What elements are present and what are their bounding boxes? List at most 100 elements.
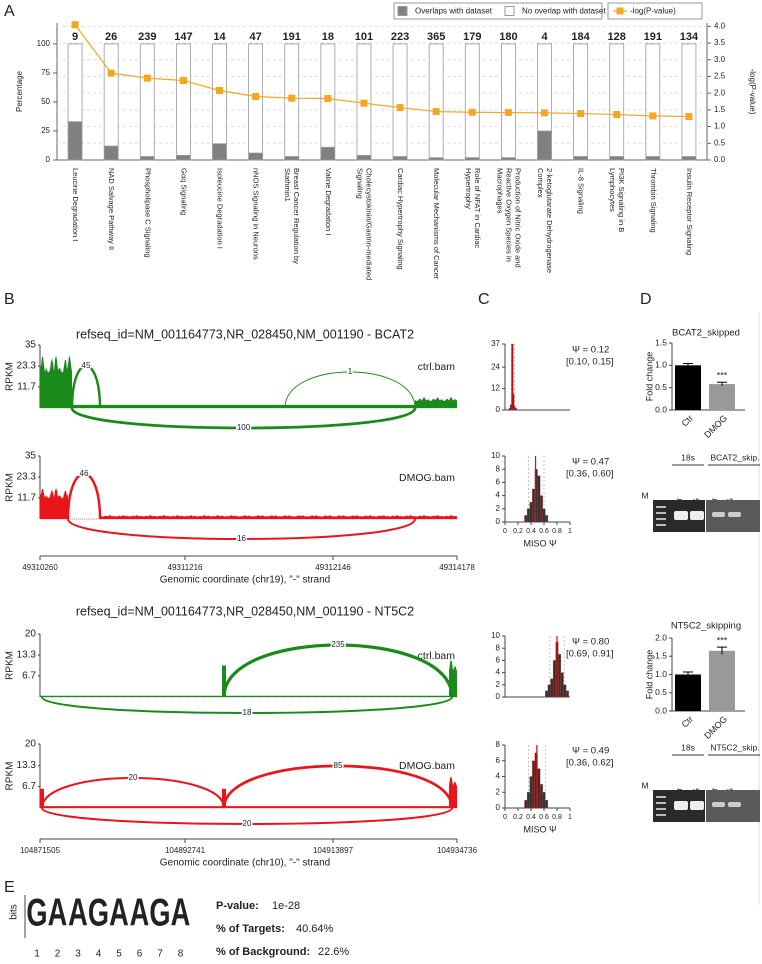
x-tick-label: 0.2 (513, 814, 523, 821)
x-tick-label: 49312146 (315, 563, 351, 572)
bar (392, 156, 408, 161)
x-tick-label-line: nNOS Signaling in Neurons (252, 168, 261, 260)
y-tick-label: 50 (41, 97, 50, 106)
count-label: 180 (499, 31, 517, 43)
motif-letter: G (88, 892, 109, 935)
y-tick-label: 0.5 (655, 687, 667, 697)
x-tick-label: 0.6 (539, 814, 549, 821)
x-tick-label: 0.6 (539, 528, 549, 535)
error-bar (683, 671, 693, 678)
gel-band (712, 802, 725, 807)
x-tick-label: 0.8 (552, 528, 562, 535)
y-tick-label: 2 (496, 680, 501, 689)
marker (541, 109, 548, 117)
x-tick-label-line: Role of NFAT in Cardiac (473, 168, 482, 248)
panel-label: D (640, 291, 652, 308)
histogram-bar (539, 495, 543, 523)
histogram-bar (524, 515, 528, 523)
legend-label: No overlap with dataset (522, 7, 606, 16)
bar (537, 130, 552, 161)
y-tick-label: 2 (496, 787, 501, 796)
bar (320, 146, 336, 161)
x-axis-label: Genomic coordinate (chr19), "-" strand (160, 575, 331, 586)
y-axis-label: RPKM (5, 473, 16, 502)
y-tick-label: 0.0 (655, 404, 667, 414)
bar (212, 143, 227, 161)
marker (143, 74, 151, 82)
y-tick-label: 0.5 (655, 382, 667, 392)
y-tick-label: 2.0 (655, 632, 667, 642)
x-tick-label: Production of Nitric Oxide andReactive O… (495, 168, 522, 268)
x-tick-label-line: Valine Degradation I (324, 168, 333, 235)
bar (500, 43, 516, 159)
histogram-bar (515, 408, 517, 411)
y-tick-label: 35 (25, 340, 37, 351)
y2-tick-label: 2.5 (714, 72, 726, 81)
count-label: 101 (355, 31, 373, 43)
junction-arc (284, 371, 416, 409)
panel-label: B (4, 291, 15, 308)
histogram-bar (524, 799, 528, 809)
histogram-bar (547, 684, 551, 698)
gel-marker-label: M (641, 780, 648, 790)
x-tick-label-line: Breast Cancer Regulation by (292, 168, 301, 264)
chart-title: BCAT2_skipped (672, 328, 740, 339)
bar (175, 154, 191, 161)
y-tick-label: 1.5 (655, 337, 667, 347)
x-tick-label-line: Isoleucine Degradation I (216, 168, 225, 249)
legend-swatch (616, 7, 624, 15)
y-tick-label: 4 (496, 668, 501, 677)
count-label: 191 (644, 31, 662, 43)
coverage (40, 355, 72, 408)
y-tick-label: 100 (37, 39, 51, 48)
panel-label: C (478, 291, 490, 308)
psi-label: Ψ = 0.49 (572, 746, 609, 757)
y-tick-label: 2 (496, 504, 501, 513)
junction-label: 235 (331, 640, 345, 649)
histogram-bar (532, 760, 536, 809)
x-tick-label-line: Insulin Receptor Signaling (685, 168, 694, 255)
bar (356, 154, 372, 161)
y-tick-label: 25 (41, 126, 50, 135)
gel-group: NT5C2_skip. (710, 742, 759, 752)
x-tick-label-line: Cardiac Hypertrophy Signaling (396, 168, 405, 270)
x-tick-label-line: Thrombin Signaling (649, 168, 658, 233)
sashimi-title: refseq_id=NM_001164773,NR_028450,NM_0011… (76, 327, 414, 341)
y-axis-label: RPKM (5, 362, 16, 391)
count-label: 47 (249, 31, 261, 43)
x-tick-label: 49314178 (439, 563, 475, 572)
bar (139, 156, 155, 161)
gel-band (656, 802, 666, 804)
junction-arc (66, 473, 102, 520)
coverage (415, 515, 457, 519)
y2-tick-label: 1.0 (714, 122, 726, 131)
y2-tick-label: 4.0 (714, 21, 726, 30)
count-label: 128 (608, 31, 626, 43)
x-tick-label: 104913897 (313, 846, 354, 855)
error-bar (717, 646, 727, 655)
gel-band (656, 512, 666, 514)
y-axis-label: RPKM (5, 651, 16, 680)
histogram-bar (558, 654, 562, 698)
bar (681, 156, 697, 161)
line (74, 24, 689, 118)
y-tick-label: 0 (496, 405, 501, 414)
marker (685, 113, 693, 121)
x-tick-label-line: Phospholipase C Signaling (143, 168, 152, 258)
junction-label: 85 (334, 761, 343, 770)
marker (504, 109, 512, 117)
y2-tick-label: 3.5 (714, 38, 726, 47)
y-tick-label: 6.7 (22, 671, 36, 682)
gel-marker-label: M (641, 490, 648, 500)
count-label: 239 (138, 31, 156, 43)
y2-tick-label: 1.5 (714, 105, 726, 114)
x-tick-label: 0.8 (552, 814, 562, 821)
motif-letter: A (130, 892, 150, 935)
y-tick-label: 0 (496, 803, 501, 812)
junction-arc (222, 643, 454, 698)
ci-label: [0.69, 0.91] (566, 649, 614, 660)
motif-position: 2 (55, 949, 61, 960)
y-tick-label: 8 (496, 464, 501, 473)
marker (613, 111, 621, 119)
junction-label: 20 (129, 773, 138, 782)
